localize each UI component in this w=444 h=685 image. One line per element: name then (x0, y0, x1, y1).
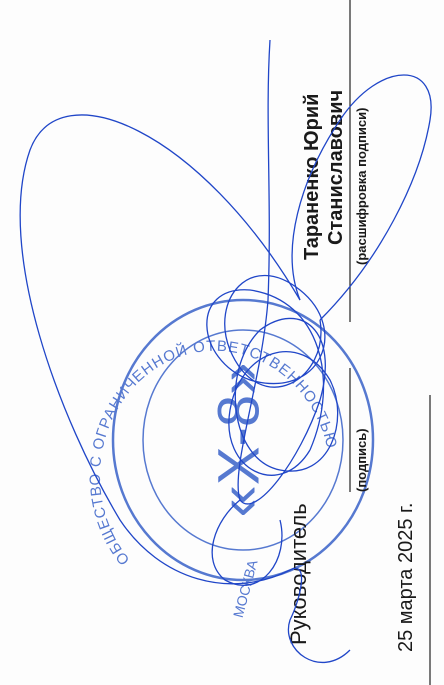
signature (19, 39, 432, 663)
signature-caption: (подпись) (354, 428, 369, 492)
signature-stroke (206, 275, 326, 451)
signature-stroke (211, 499, 283, 586)
signature-stroke (19, 114, 351, 663)
position: Руководитель (286, 503, 311, 645)
stamp-outer-ring (111, 298, 375, 582)
name-caption: (расшифровка подписи) (354, 108, 369, 265)
name-line-2: Станиславович (325, 90, 347, 245)
signature-stroke (291, 74, 432, 321)
name-line-1: Тараненко Юрий (301, 94, 323, 260)
stamp-inner-ring (142, 329, 344, 551)
signature-stroke (228, 39, 339, 505)
date: 25 марта 2025 г. (395, 503, 417, 652)
